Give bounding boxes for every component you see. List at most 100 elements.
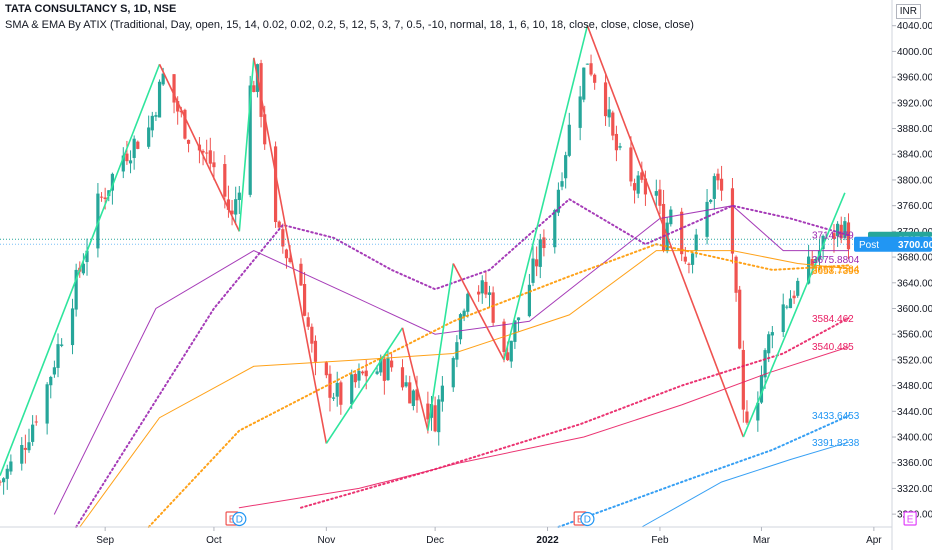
candle-body[interactable] (52, 367, 56, 375)
candle-body[interactable] (70, 308, 75, 346)
candle-body[interactable] (843, 221, 847, 238)
candle-body[interactable] (636, 175, 640, 194)
candle-body[interactable] (509, 340, 513, 362)
candle-body[interactable] (324, 362, 328, 376)
candle-body[interactable] (466, 293, 470, 312)
candle-body[interactable] (400, 367, 405, 388)
candle-body[interactable] (730, 188, 735, 254)
candle-body[interactable] (643, 178, 648, 195)
candle-body[interactable] (382, 359, 386, 381)
candle-body[interactable] (632, 183, 637, 191)
candle-body[interactable] (0, 481, 2, 483)
candle-body[interactable] (629, 147, 633, 182)
candle-body[interactable] (110, 173, 115, 191)
zigzag-segment[interactable] (0, 63, 161, 476)
candle-body[interactable] (788, 298, 793, 309)
candle-body[interactable] (734, 256, 738, 293)
sma_purple-line[interactable] (53, 205, 849, 515)
candle-body[interactable] (477, 291, 481, 295)
zigzag-segment[interactable] (427, 263, 455, 431)
candle-body[interactable] (553, 210, 557, 248)
candle-body[interactable] (716, 173, 720, 181)
candle-body[interactable] (516, 317, 521, 321)
candle-body[interactable] (433, 405, 437, 432)
candle-body[interactable] (745, 411, 749, 423)
candle-body[interactable] (690, 253, 695, 265)
candle-body[interactable] (379, 358, 383, 373)
candle-body[interactable] (176, 100, 180, 112)
candle-body[interactable] (172, 74, 176, 103)
candle-body[interactable] (237, 192, 241, 201)
candle-body[interactable] (212, 162, 216, 168)
candle-body[interactable] (759, 375, 764, 403)
candle-body[interactable] (404, 382, 408, 387)
candle-body[interactable] (328, 373, 332, 398)
candle-body[interactable] (567, 124, 571, 156)
candle-body[interactable] (364, 370, 368, 377)
candle-body[interactable] (45, 384, 49, 424)
candle-body[interactable] (74, 269, 78, 310)
candle-body[interactable] (618, 146, 622, 148)
candle-body[interactable] (259, 63, 263, 117)
candle-body[interactable] (611, 112, 615, 136)
zigzag-segment[interactable] (401, 327, 429, 431)
candle-body[interactable] (560, 181, 564, 187)
candle-body[interactable] (426, 403, 430, 420)
candle-body[interactable] (487, 292, 492, 295)
candle-body[interactable] (527, 284, 531, 317)
candle-body[interactable] (310, 326, 314, 344)
candle-body[interactable] (161, 73, 165, 85)
candle-body[interactable] (832, 233, 836, 239)
candle-body[interactable] (654, 191, 658, 196)
candle-body[interactable] (386, 358, 390, 381)
candle-body[interactable] (796, 280, 800, 296)
candle-body[interactable] (302, 284, 307, 316)
candle-body[interactable] (335, 382, 339, 397)
candle-body[interactable] (658, 189, 662, 206)
candle-body[interactable] (208, 150, 212, 164)
candle-body[interactable] (807, 256, 811, 284)
ema_blue_dotted-line[interactable] (557, 414, 850, 528)
candle-body[interactable] (281, 229, 285, 247)
plot-area[interactable] (0, 25, 892, 528)
candle-body[interactable] (535, 259, 539, 267)
candle-body[interactable] (767, 334, 771, 354)
candle-body[interactable] (390, 360, 394, 368)
candle-body[interactable] (589, 63, 593, 75)
candle-body[interactable] (273, 146, 278, 223)
candle-body[interactable] (103, 197, 107, 200)
candle-body[interactable] (680, 211, 684, 255)
candle-body[interactable] (411, 390, 415, 406)
candle-body[interactable] (252, 85, 256, 93)
candle-body[interactable] (121, 155, 125, 172)
candle-body[interactable] (781, 304, 785, 332)
zigzag-segment[interactable] (158, 63, 241, 232)
candle-body[interactable] (125, 153, 129, 162)
candle-body[interactable] (506, 352, 510, 361)
candle-body[interactable] (578, 96, 582, 128)
candle-body[interactable] (440, 385, 444, 402)
candle-body[interactable] (350, 374, 354, 405)
candle-body[interactable] (147, 127, 151, 147)
candle-body[interactable] (361, 371, 365, 374)
symbol-title[interactable]: TATA CONSULTANCY S, 1D, NSE (5, 3, 177, 15)
candle-body[interactable] (455, 342, 459, 360)
candle-body[interactable] (306, 317, 310, 327)
candle-body[interactable] (226, 199, 231, 210)
candle-body[interactable] (183, 109, 187, 139)
zigzag-segment[interactable] (325, 327, 404, 444)
candle-body[interactable] (785, 306, 789, 308)
candle-body[interactable] (288, 257, 292, 262)
zigzag-segment[interactable] (503, 25, 589, 361)
zigzag-segment[interactable] (586, 25, 745, 438)
candle-body[interactable] (339, 382, 343, 405)
candle-body[interactable] (2, 478, 6, 483)
candle-body[interactable] (81, 263, 85, 274)
candle-body[interactable] (582, 67, 586, 100)
candle-body[interactable] (357, 370, 361, 381)
candle-body[interactable] (593, 74, 597, 83)
candle-body[interactable] (150, 115, 154, 131)
candle-body[interactable] (687, 263, 691, 265)
candle-body[interactable] (709, 199, 713, 203)
